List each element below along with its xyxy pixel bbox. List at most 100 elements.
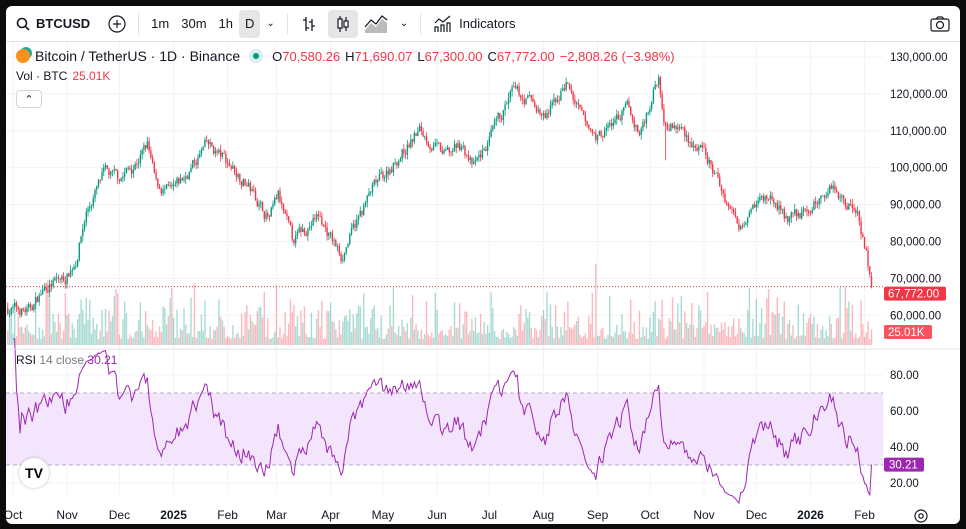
volume-bar xyxy=(694,337,696,345)
candle-body xyxy=(307,229,309,236)
volume-bar xyxy=(232,325,234,345)
volume-bar xyxy=(165,324,168,345)
change-value: −2,808.26 (−3.98%) xyxy=(559,48,675,64)
candle-body xyxy=(54,278,56,281)
volume-bar xyxy=(752,319,754,345)
volume-bar xyxy=(87,319,89,345)
volume-bar xyxy=(21,326,23,345)
bars-style-button[interactable] xyxy=(294,10,324,38)
candle-body xyxy=(66,273,68,285)
candle-body xyxy=(783,209,785,219)
candle-body xyxy=(375,179,377,183)
volume-bar xyxy=(790,335,792,345)
rsi-name[interactable]: RSI xyxy=(16,353,37,367)
last-price-tag: 67,772.00 xyxy=(884,286,946,301)
volume-bar xyxy=(305,333,307,345)
candle-body xyxy=(568,83,571,90)
candle-body xyxy=(584,115,587,121)
candle-body xyxy=(703,147,705,149)
close-label: C xyxy=(487,48,497,64)
volume-bar xyxy=(387,328,389,345)
volume-bar xyxy=(591,292,594,345)
time-axis-label: Feb xyxy=(217,508,238,522)
volume-bar xyxy=(76,319,79,345)
candle-body xyxy=(694,145,696,148)
candles-style-button[interactable] xyxy=(327,9,358,38)
volume-bar xyxy=(743,333,745,345)
divider xyxy=(286,12,288,35)
volume-bar xyxy=(71,323,74,345)
candle-body xyxy=(471,157,473,164)
interval-d[interactable]: D xyxy=(239,9,261,38)
volume-bar xyxy=(560,327,562,345)
volume-bar xyxy=(652,311,655,345)
compare-symbol-button[interactable] xyxy=(102,10,132,38)
candle-body xyxy=(513,86,515,88)
area-style-button[interactable] xyxy=(358,10,394,38)
volume-bar xyxy=(195,337,197,345)
interval-1h[interactable]: 1h xyxy=(218,16,233,31)
interval-dropdown[interactable]: ⌄ xyxy=(260,10,280,38)
indicators-icon xyxy=(434,15,451,32)
volume-bar xyxy=(342,321,344,345)
candle-body xyxy=(127,167,129,169)
volume-bar xyxy=(132,338,135,345)
volume-bar xyxy=(835,318,838,345)
candle-body xyxy=(293,239,295,244)
volume-bar xyxy=(722,329,724,345)
interval-30m[interactable]: 30m xyxy=(181,16,207,31)
volume-bar xyxy=(28,330,30,345)
volume-bar xyxy=(169,297,171,345)
settings-icon[interactable] xyxy=(914,509,928,523)
volume-bar xyxy=(99,330,101,345)
volume-bar xyxy=(755,299,758,345)
volume-bar xyxy=(657,318,660,345)
candle-body xyxy=(418,125,421,132)
tradingview-logo[interactable]: TV xyxy=(19,458,49,488)
candle-body xyxy=(739,225,742,230)
candle-body xyxy=(483,149,485,150)
candle-body xyxy=(132,169,135,174)
interval-1m[interactable]: 1m xyxy=(151,16,170,31)
chart-style-dropdown[interactable]: ⌄ xyxy=(394,10,414,38)
candle-body xyxy=(446,147,449,150)
candle-body xyxy=(619,118,621,120)
symbol-title[interactable]: Bitcoin / TetherUS · 1D · Binance xyxy=(35,48,241,64)
indicators-button[interactable]: Indicators xyxy=(427,10,521,38)
chart-canvas[interactable]: 130,000.00 120,000.00 110,000.00 100,000.00… xyxy=(6,42,960,524)
candle-body xyxy=(301,228,304,232)
volume-bar xyxy=(246,304,248,345)
candle-body xyxy=(743,224,745,226)
volume-bar xyxy=(94,329,96,345)
volume-bar xyxy=(48,298,51,345)
volume-bar xyxy=(403,326,405,345)
symbol-search[interactable]: BTCUSD xyxy=(6,10,96,38)
rsi-axis[interactable]: 80.00 60.00 40.00 20.00 xyxy=(890,370,919,490)
time-axis[interactable]: Oct Nov Dec 2025 Feb Mar Apr May Jun Jul Aug Sep Oct… xyxy=(6,508,875,522)
volume-bar xyxy=(301,322,304,345)
price-axis[interactable]: 130,000.00 120,000.00 110,000.00 100,000.00… xyxy=(890,52,948,322)
volume-bar xyxy=(202,330,204,345)
candle-body xyxy=(586,120,588,126)
candle-body xyxy=(406,144,409,155)
volume-bar xyxy=(390,325,393,345)
snapshot-button[interactable] xyxy=(924,10,956,38)
volume-bar xyxy=(418,338,421,345)
volume-bar xyxy=(726,336,728,345)
candle-body xyxy=(38,295,40,302)
volume-bar xyxy=(849,330,852,345)
volume-bar xyxy=(773,313,775,345)
last-volume-label: 25.01K xyxy=(888,327,925,339)
candle-body xyxy=(638,131,641,135)
volume-bar xyxy=(678,322,681,345)
volume-bar xyxy=(642,327,644,345)
collapse-legend-button[interactable]: ⌃ xyxy=(16,90,42,108)
candle-body xyxy=(600,131,602,137)
chevron-up-icon: ⌃ xyxy=(24,93,34,106)
candle-body xyxy=(136,163,138,165)
candle-body xyxy=(603,130,606,137)
candle-body xyxy=(397,161,400,166)
volume-bar xyxy=(556,326,559,345)
candle-body xyxy=(211,142,213,147)
candle-body xyxy=(349,233,351,245)
